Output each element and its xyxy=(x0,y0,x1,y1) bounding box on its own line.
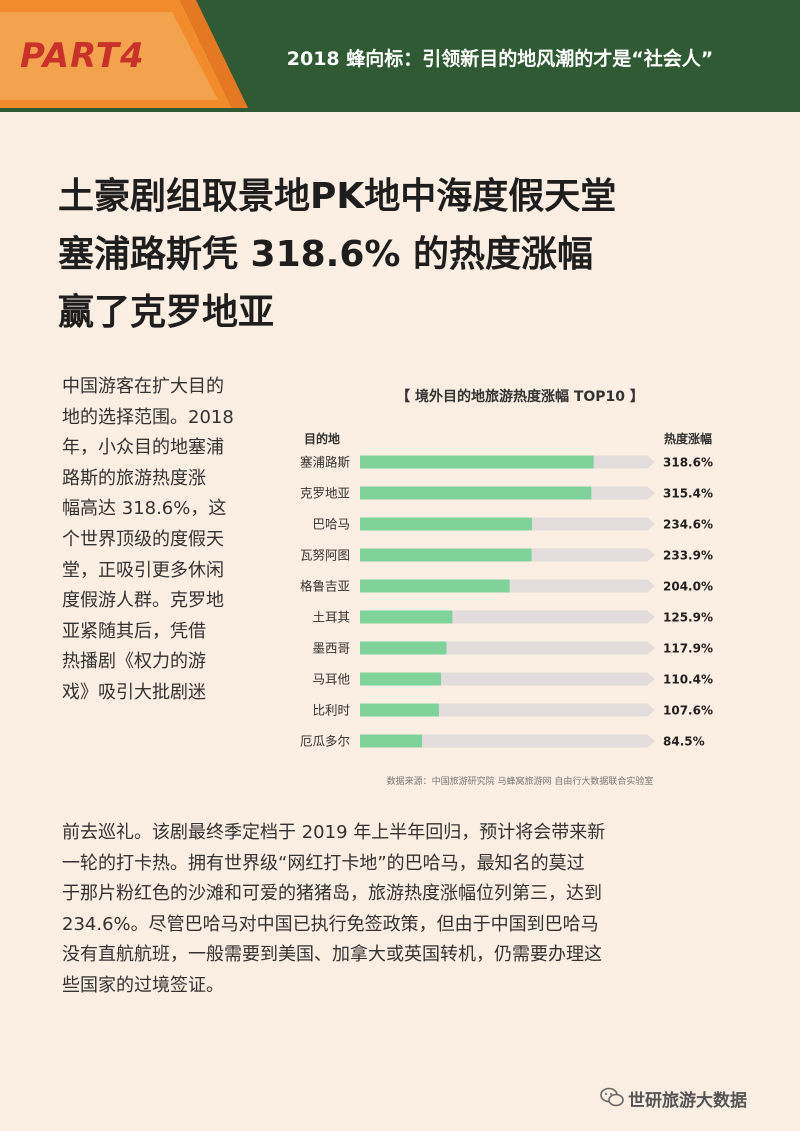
bar xyxy=(360,579,510,593)
body-full-line: 前去巡礼。该剧最终季定档于 2019 年上半年回归，预计将会带来新 xyxy=(62,822,606,843)
body-narrow-line: 亚紧随其后，凭借 xyxy=(62,620,206,642)
header-banner: PART4 2018 蜂向标：引领新目的地风潮的才是“社会人” xyxy=(0,0,800,112)
value-label: 234.6% xyxy=(663,518,713,532)
banner-title: 2018 蜂向标：引领新目的地风潮的才是“社会人” xyxy=(286,48,714,70)
category-label: 土耳其 xyxy=(312,610,350,625)
body-text-narrow: 中国游客在扩大目的 地的选择范围。2018 年，小众目的地塞浦 路斯的旅游热度涨 幅高达… xyxy=(62,372,272,709)
destination-heat-chart: 【 境外目的地旅游热度涨幅 TOP10 】 目的地 热度涨幅 塞浦路斯 318.6… xyxy=(280,378,760,798)
body-full-line: 234.6%。尽管巴哈马对中国已执行免签政策，但由于中国到巴哈马 xyxy=(62,913,599,935)
body-narrow-line: 地的选择范围。2018 xyxy=(62,406,234,428)
value-label: 117.9% xyxy=(663,642,713,656)
category-label: 克罗地亚 xyxy=(300,486,350,501)
chart-source: 数据来源：中国旅游研究院 马蜂窝旅游网 自由行大数据联合实验室 xyxy=(386,777,654,787)
chart-title: 【 境外目的地旅游热度涨幅 TOP10 】 xyxy=(396,389,644,405)
bar xyxy=(360,641,447,655)
value-label: 315.4% xyxy=(663,487,713,501)
footer-brand: 世研旅游大数据 xyxy=(600,1084,790,1111)
part-label: PART4 xyxy=(20,36,145,76)
bar xyxy=(360,486,592,500)
chart-column-destination: 目的地 xyxy=(304,432,341,446)
value-label: 84.5% xyxy=(663,735,705,749)
category-label: 巴哈马 xyxy=(312,517,350,532)
body-narrow-line: 个世界顶级的度假天 xyxy=(62,528,224,550)
category-label: 格鲁吉亚 xyxy=(300,579,350,594)
chart-column-growth: 热度涨幅 xyxy=(664,432,713,446)
bar xyxy=(360,517,533,531)
bar-track xyxy=(360,734,655,748)
category-label: 比利时 xyxy=(312,703,350,718)
body-narrow-line: 热播剧《权力的游 xyxy=(62,651,206,673)
headline-line-3: 赢了克罗地亚 xyxy=(58,292,275,333)
bar xyxy=(360,703,439,717)
footer-brand-name: 世研旅游大数据 xyxy=(628,1091,747,1111)
headline-line-2: 塞浦路斯凭 318.6% 的热度涨幅 xyxy=(58,234,594,275)
value-label: 110.4% xyxy=(663,673,713,687)
category-label: 墨西哥 xyxy=(312,641,350,656)
body-narrow-line: 堂，正吸引更多休闲 xyxy=(62,559,224,581)
body-full-line: 一轮的打卡热。拥有世界级“网红打卡地”的巴哈马，最知名的莫过 xyxy=(62,852,585,874)
wechat-icon xyxy=(600,1087,624,1107)
banner-shapes xyxy=(0,0,800,112)
category-label: 瓦努阿图 xyxy=(300,548,350,563)
headline: 土豪剧组取景地PK地中海度假天堂 塞浦路斯凭 318.6% 的热度涨幅 赢了克罗… xyxy=(58,168,758,342)
value-label: 107.6% xyxy=(663,704,713,718)
body-full-line: 于那片粉红色的沙滩和可爱的猪猪岛，旅游热度涨幅位列第三，达到 xyxy=(62,883,602,904)
category-label: 马耳他 xyxy=(312,672,350,687)
bar xyxy=(360,455,594,469)
bar xyxy=(360,734,422,748)
value-label: 233.9% xyxy=(663,549,713,563)
bar xyxy=(360,548,532,562)
body-full-line: 没有直航航班，一般需要到美国、加拿大或英国转机，仍需要办理这 xyxy=(62,944,602,965)
body-full-line: 些国家的过境签证。 xyxy=(62,974,224,996)
body-narrow-line: 幅高达 318.6%，这 xyxy=(62,498,227,520)
category-label: 塞浦路斯 xyxy=(300,455,350,470)
value-label: 318.6% xyxy=(663,456,713,470)
body-narrow-line: 路斯的旅游热度涨 xyxy=(62,467,206,489)
value-label: 125.9% xyxy=(663,611,713,625)
body-narrow-line: 年，小众目的地塞浦 xyxy=(62,437,224,459)
value-label: 204.0% xyxy=(663,580,713,594)
bar xyxy=(360,672,441,686)
body-narrow-line: 戏》吸引大批剧迷 xyxy=(62,681,206,703)
bar xyxy=(360,610,453,624)
body-narrow-line: 中国游客在扩大目的 xyxy=(62,376,224,397)
category-label: 厄瓜多尔 xyxy=(300,734,350,749)
headline-line-1: 土豪剧组取景地PK地中海度假天堂 xyxy=(58,176,617,217)
chart-plot: 塞浦路斯 318.6% 克罗地亚 315.4% 巴哈马 234.6% 瓦努阿图 233.9% 格… xyxy=(300,455,713,749)
body-text-full: 前去巡礼。该剧最终季定档于 2019 年上半年回归，预计将会带来新 一轮的打卡热。… xyxy=(62,818,752,1001)
body-narrow-line: 度假游人群。克罗地 xyxy=(62,590,224,612)
